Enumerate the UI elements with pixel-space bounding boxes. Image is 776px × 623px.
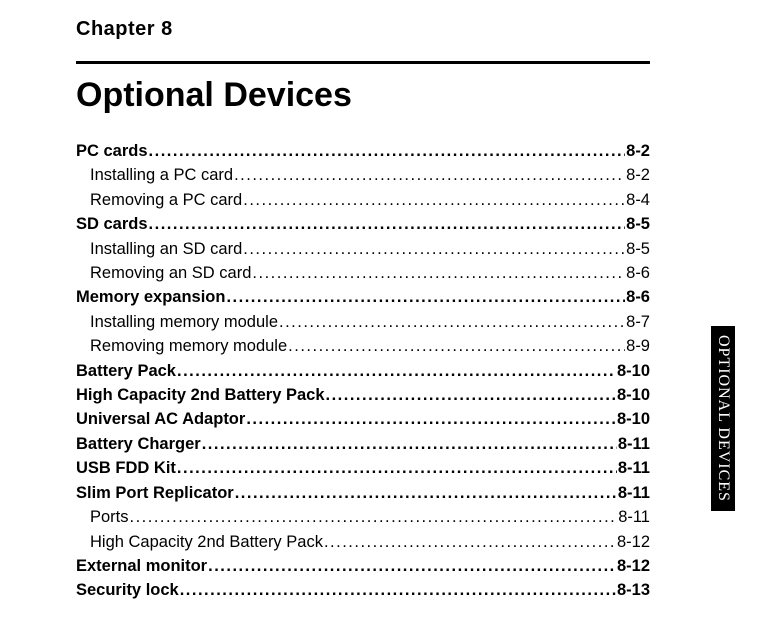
toc-row: Memory expansion 8-6 <box>76 285 650 309</box>
toc-leader <box>130 505 618 529</box>
toc-leader <box>288 334 625 358</box>
toc-page: 8-6 <box>626 285 650 309</box>
toc-row: Slim Port Replicator 8-11 <box>76 481 650 505</box>
page-title: Optional Devices <box>76 76 700 115</box>
toc-page: 8-6 <box>626 261 650 285</box>
toc-row: Ports 8-11 <box>76 505 650 529</box>
toc-label: Security lock <box>76 578 179 602</box>
toc-leader <box>177 359 616 383</box>
toc-row: Removing a PC card 8-4 <box>76 188 650 212</box>
toc-page: 8-10 <box>617 383 650 407</box>
toc-label: Universal AC Adaptor <box>76 407 245 431</box>
toc-row: USB FDD Kit 8-11 <box>76 456 650 480</box>
side-tab-label: OPTIONAL DEVICES <box>714 335 732 502</box>
toc-row: Universal AC Adaptor 8-10 <box>76 407 650 431</box>
toc-label: Installing memory module <box>76 310 278 334</box>
toc-label: Removing a PC card <box>76 188 242 212</box>
divider <box>76 61 650 64</box>
toc-row: Installing memory module 8-7 <box>76 310 650 334</box>
toc-row: High Capacity 2nd Battery Pack 8-10 <box>76 383 650 407</box>
table-of-contents: PC cards8-2Installing a PC card8-2Removi… <box>76 139 650 603</box>
toc-row: SD cards 8-5 <box>76 212 650 236</box>
toc-leader <box>235 481 617 505</box>
toc-page: 8-2 <box>626 163 650 187</box>
toc-leader <box>243 237 625 261</box>
page-content: Chapter 8 Optional Devices PC cards8-2In… <box>0 0 776 603</box>
toc-page: 8-12 <box>617 530 650 554</box>
toc-leader <box>226 285 625 309</box>
toc-label: SD cards <box>76 212 148 236</box>
toc-row: Battery Charger 8-11 <box>76 432 650 456</box>
toc-label: Battery Charger <box>76 432 201 456</box>
toc-label: Installing a PC card <box>76 163 233 187</box>
toc-row: High Capacity 2nd Battery Pack 8-12 <box>76 530 650 554</box>
toc-page: 8-7 <box>626 310 650 334</box>
toc-row: Installing an SD card 8-5 <box>76 237 650 261</box>
toc-row: Removing an SD card 8-6 <box>76 261 650 285</box>
toc-label: Slim Port Replicator <box>76 481 234 505</box>
toc-page: 8-9 <box>626 334 650 358</box>
toc-row: Installing a PC card 8-2 <box>76 163 650 187</box>
toc-leader <box>279 310 625 334</box>
toc-leader <box>246 407 616 431</box>
toc-leader <box>243 188 625 212</box>
toc-leader <box>326 383 616 407</box>
toc-page: 8-5 <box>626 237 650 261</box>
toc-label: Memory expansion <box>76 285 225 309</box>
toc-leader <box>208 554 616 578</box>
toc-leader <box>324 530 616 554</box>
chapter-label: Chapter 8 <box>76 18 700 41</box>
toc-page: 8-11 <box>618 505 650 529</box>
toc-leader <box>234 163 625 187</box>
toc-label: Removing memory module <box>76 334 287 358</box>
toc-label: Removing an SD card <box>76 261 251 285</box>
toc-label: USB FDD Kit <box>76 456 176 480</box>
toc-leader <box>149 139 626 163</box>
toc-page: 8-11 <box>618 481 650 505</box>
toc-page: 8-10 <box>617 407 650 431</box>
toc-leader <box>177 456 617 480</box>
toc-row: Battery Pack 8-10 <box>76 359 650 383</box>
toc-label: Ports <box>76 505 129 529</box>
toc-label: Installing an SD card <box>76 237 242 261</box>
toc-leader <box>149 212 626 236</box>
toc-page: 8-11 <box>618 432 650 456</box>
toc-label: External monitor <box>76 554 207 578</box>
toc-row: Security lock 8-13 <box>76 578 650 602</box>
toc-page: 8-11 <box>618 456 650 480</box>
toc-page: 8-5 <box>626 212 650 236</box>
toc-page: 8-4 <box>626 188 650 212</box>
toc-page: 8-13 <box>617 578 650 602</box>
toc-leader <box>180 578 616 602</box>
toc-label: Battery Pack <box>76 359 176 383</box>
side-tab: OPTIONAL DEVICES <box>711 326 735 511</box>
toc-page: 8-10 <box>617 359 650 383</box>
toc-leader <box>202 432 617 456</box>
toc-row: PC cards 8-2 <box>76 139 650 163</box>
toc-page: 8-12 <box>617 554 650 578</box>
toc-label: High Capacity 2nd Battery Pack <box>76 383 325 407</box>
toc-row: Removing memory module 8-9 <box>76 334 650 358</box>
toc-label: PC cards <box>76 139 148 163</box>
toc-label: High Capacity 2nd Battery Pack <box>76 530 323 554</box>
toc-row: External monitor 8-12 <box>76 554 650 578</box>
toc-page: 8-2 <box>626 139 650 163</box>
toc-leader <box>252 261 625 285</box>
